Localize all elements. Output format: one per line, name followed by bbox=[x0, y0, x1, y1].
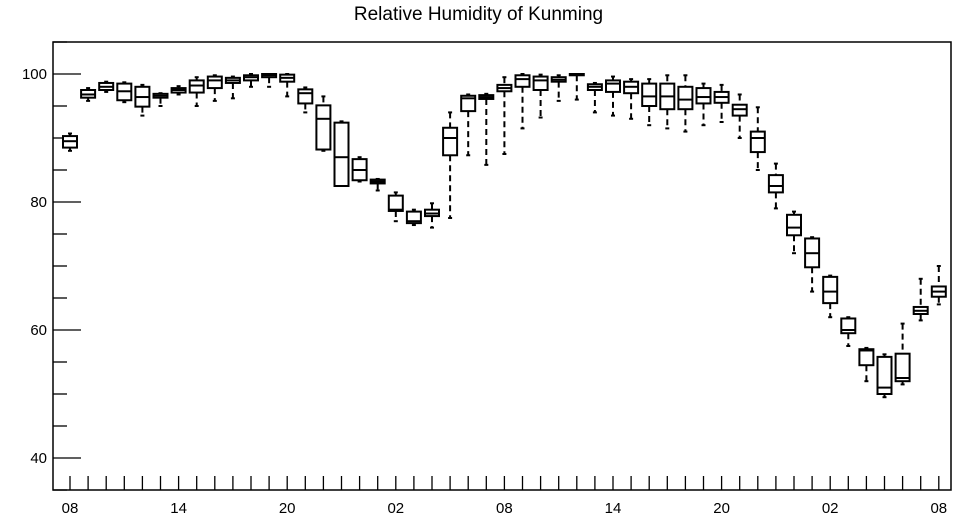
box-body bbox=[786, 213, 802, 237]
x-tick-label: 08 bbox=[62, 500, 79, 517]
box-body bbox=[822, 275, 839, 305]
x-tick-label: 14 bbox=[170, 500, 187, 517]
box-body bbox=[442, 126, 459, 157]
box-body bbox=[894, 352, 911, 383]
box-body bbox=[677, 85, 694, 111]
x-tick-label: 14 bbox=[605, 500, 622, 517]
box-body bbox=[876, 355, 893, 396]
box-body bbox=[749, 130, 766, 154]
x-tick-label: 02 bbox=[822, 500, 839, 517]
box-body bbox=[532, 75, 549, 91]
box-body bbox=[641, 82, 658, 107]
box-body bbox=[767, 174, 784, 194]
x-tick-label: 02 bbox=[387, 500, 404, 517]
y-tick-label: 60 bbox=[30, 322, 47, 339]
y-tick-label: 80 bbox=[30, 194, 47, 211]
box-body bbox=[605, 79, 621, 93]
y-tick-label: 100 bbox=[22, 66, 47, 83]
box-body bbox=[333, 121, 350, 187]
x-tick-label: 20 bbox=[279, 500, 296, 517]
y-tick-label: 40 bbox=[30, 450, 47, 467]
chart-title: Relative Humidity of Kunming bbox=[353, 4, 604, 25]
box-body bbox=[514, 74, 531, 88]
box-body bbox=[695, 87, 712, 105]
box-body bbox=[297, 88, 314, 105]
box-body bbox=[460, 94, 477, 113]
x-tick-label: 08 bbox=[930, 500, 947, 517]
box-body bbox=[858, 348, 875, 367]
x-tick-label: 08 bbox=[496, 500, 513, 517]
box-body bbox=[206, 75, 223, 90]
box-body bbox=[387, 194, 404, 212]
box-body bbox=[315, 104, 332, 151]
x-tick-label: 20 bbox=[713, 500, 730, 517]
box-body bbox=[405, 210, 422, 225]
